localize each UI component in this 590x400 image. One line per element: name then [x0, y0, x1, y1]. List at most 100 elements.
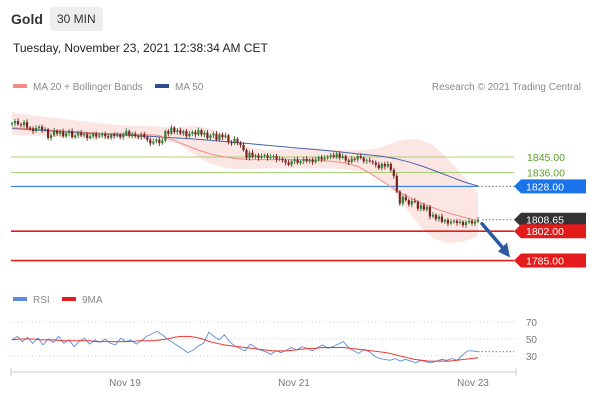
candle-body: [242, 144, 245, 151]
candle-body: [122, 134, 125, 138]
candle-body: [461, 221, 465, 226]
candle-body: [326, 156, 329, 158]
candle-body: [338, 153, 341, 158]
candle-body: [449, 221, 453, 224]
candle-body: [317, 157, 320, 160]
candle-body: [341, 156, 344, 158]
candle-body: [314, 159, 317, 163]
candle-body: [251, 152, 254, 157]
level-tag: [514, 224, 586, 239]
rsi-legend-label: RSI: [33, 295, 50, 306]
candle-body: [416, 201, 419, 209]
candle-body: [275, 156, 278, 160]
candle-body: [389, 163, 392, 170]
candle-body: [362, 157, 365, 162]
candle-body: [311, 159, 314, 163]
rsi-tick-label: 70: [526, 318, 538, 329]
candle-body: [347, 160, 350, 163]
candle-body: [131, 134, 134, 136]
candle-body: [230, 142, 233, 144]
candle-body: [92, 133, 95, 137]
candle-body: [371, 161, 374, 163]
candle-body: [395, 175, 398, 192]
candle-body: [212, 133, 215, 136]
candle-body: [272, 156, 275, 158]
forecast-arrow-head: [498, 242, 510, 258]
rsi-tick-label: 50: [526, 335, 538, 346]
candle-body: [107, 136, 110, 138]
candle-body: [28, 127, 32, 129]
candle-body: [191, 131, 194, 134]
candle-body: [437, 216, 440, 220]
candle-body: [425, 207, 428, 210]
candle-body: [293, 159, 296, 162]
candle-body: [296, 159, 299, 164]
level-tag-label: 1828.00: [526, 181, 564, 193]
candle-body: [89, 136, 92, 138]
candle-body: [236, 138, 239, 144]
candle-body: [173, 127, 176, 132]
candle-body: [422, 205, 425, 210]
time-axis: Nov 19 Nov 21 Nov 23: [109, 378, 489, 389]
ma50-line: [11, 128, 479, 187]
candle-body: [452, 220, 456, 222]
candle-body: [434, 214, 437, 220]
resistance-label: 1836.00: [527, 168, 565, 180]
candle-body: [458, 221, 462, 223]
ma9-legend-swatch: [62, 297, 76, 301]
time-tick-label: Nov 21: [278, 378, 310, 389]
candle-body: [332, 155, 335, 157]
candle-body: [101, 133, 104, 136]
candle-body: [203, 132, 206, 135]
candle-body: [419, 205, 422, 209]
timestamp: Tuesday, November 23, 2021 12:38:34 AM C…: [13, 41, 268, 55]
candle-body: [455, 220, 459, 223]
candle-body: [13, 121, 17, 124]
rsi-tick-label: 30: [526, 352, 538, 363]
candle-body: [113, 134, 116, 136]
candle-body: [143, 134, 146, 138]
candle-body: [221, 134, 224, 138]
candle-body: [59, 131, 62, 134]
candle-body: [374, 162, 377, 165]
candle-body: [167, 131, 170, 134]
candle-body: [329, 155, 332, 157]
candle-body: [254, 155, 257, 157]
candle-body: [10, 123, 14, 125]
ma20-legend-label: MA 20 + Bollinger Bands: [33, 82, 143, 93]
candle-body: [22, 122, 26, 126]
candle-body: [350, 158, 353, 163]
candle-body: [86, 134, 89, 138]
candle-body: [200, 130, 203, 135]
candle-body: [302, 159, 305, 162]
time-tick-label: Nov 23: [457, 378, 489, 389]
candle-body: [308, 159, 311, 162]
candle-body: [176, 130, 179, 132]
candle-body: [170, 127, 173, 134]
candle-body: [68, 131, 71, 134]
ma50-legend-swatch: [155, 84, 169, 88]
candle-body: [404, 196, 407, 201]
candle-body: [380, 163, 383, 169]
candle-body: [149, 139, 152, 144]
candle-body: [227, 135, 230, 143]
candle-body: [215, 133, 218, 140]
candle-body: [263, 155, 266, 157]
candle-body: [392, 169, 395, 176]
candle-body: [62, 131, 65, 137]
candle-body: [233, 138, 236, 144]
candle-body: [239, 143, 242, 145]
candle-body: [245, 150, 248, 158]
candle-body: [43, 129, 47, 131]
candle-body: [179, 130, 182, 134]
candle-body: [37, 126, 41, 128]
candle-body: [95, 133, 98, 137]
candle-body: [410, 200, 413, 205]
candle-body: [65, 133, 68, 137]
candle-body: [98, 135, 101, 137]
rsi-panel: 70 50 30: [11, 318, 538, 364]
timeframe-badge[interactable]: 30 MIN: [50, 7, 103, 31]
candle-body: [197, 130, 200, 135]
